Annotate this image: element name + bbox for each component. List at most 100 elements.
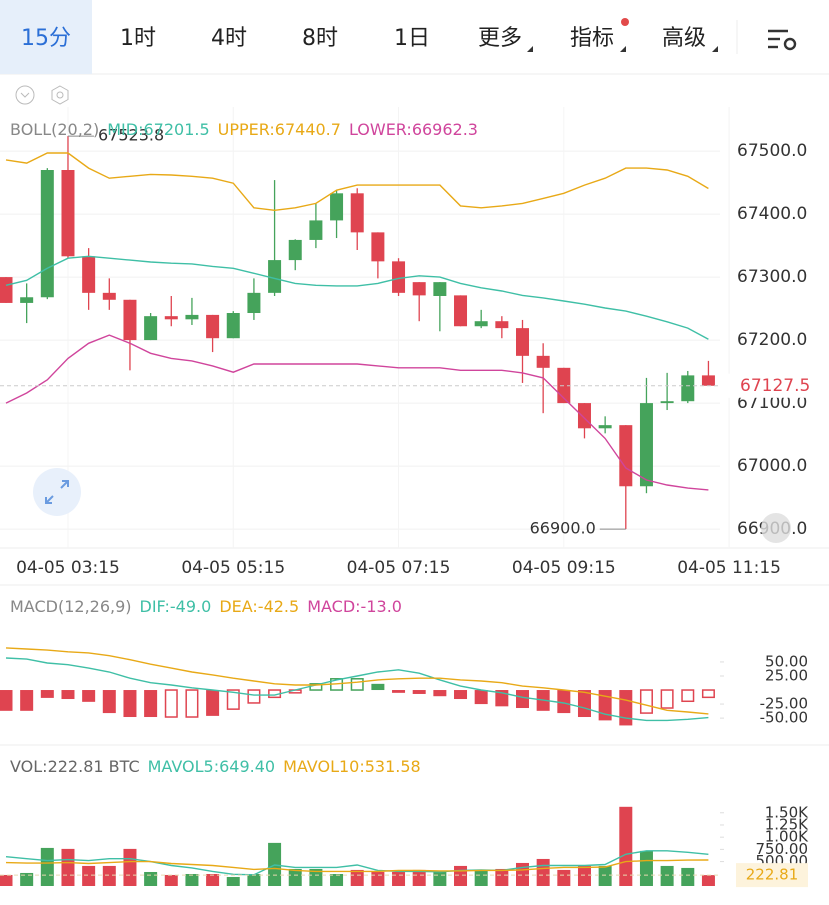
expand-button[interactable] — [33, 468, 81, 516]
candle-body — [516, 328, 529, 356]
chart-layer: 66900.0 67000.0 67100.0 67200.0 67300.0 67400… — [0, 107, 829, 888]
candle-body — [660, 401, 674, 404]
candle-body — [392, 261, 406, 293]
macd-bar — [185, 689, 199, 718]
toolbar: 15分 1时 4时 8时 1日 更多 指标 高级 — [0, 0, 829, 75]
volume-bar — [371, 871, 385, 886]
candle-body — [474, 321, 488, 327]
tab-label: 4时 — [211, 26, 247, 51]
macd-bar — [619, 690, 633, 726]
y-tick-label: 67400.0 — [737, 204, 807, 224]
macd-bar — [433, 690, 447, 697]
candle-body — [371, 232, 385, 262]
legend: BOLL(20,2) MID:67201.5 UPPER:67440.7 LOWER:… — [10, 120, 478, 139]
y-tick-label: 25.00 — [765, 666, 808, 684]
last-price-box — [728, 373, 829, 398]
volume-bar — [247, 873, 261, 886]
candle-body — [454, 295, 468, 327]
x-tick-label: 04-05 09:15 — [512, 558, 616, 578]
y-tick-label: 1.00K — [765, 828, 809, 846]
volume-bar — [577, 865, 591, 886]
indicator-settings-icon-core — [56, 91, 64, 99]
candle-body — [123, 299, 137, 341]
tab[interactable]: 4时 — [211, 26, 247, 51]
volume-bar — [516, 862, 529, 886]
candle-body — [102, 292, 116, 300]
tab-label: 1时 — [120, 26, 156, 51]
candle-body — [144, 316, 158, 341]
tab[interactable]: 更多 — [478, 26, 522, 51]
tab[interactable]: 1日 — [394, 26, 430, 51]
macd-bar — [82, 690, 96, 702]
tab[interactable]: 15分 — [0, 0, 92, 74]
y-tick-label: 67200.0 — [737, 330, 807, 350]
volume-bar — [350, 869, 364, 886]
macd-line — [5, 647, 709, 715]
macd-bar — [516, 690, 529, 709]
volume-bar — [226, 876, 240, 886]
candle-body — [433, 282, 447, 296]
legend-item: MACD:-13.0 — [307, 597, 402, 616]
macd-bar — [557, 690, 571, 714]
macd-bar — [701, 689, 715, 699]
candle-body — [164, 316, 178, 320]
candle-body — [330, 193, 344, 221]
y-tick-label: 67500.0 — [737, 141, 807, 161]
candle-body — [701, 375, 715, 386]
min-marker-label: 66900.0 — [530, 519, 596, 538]
volume-bar — [598, 865, 612, 886]
macd-bar — [226, 689, 240, 710]
tab[interactable]: 1时 — [120, 26, 156, 51]
volume-bar — [330, 873, 344, 886]
y-tick-label: 1.25K — [765, 815, 809, 833]
expand-glyph — [45, 480, 69, 504]
expand-bg — [33, 468, 81, 516]
legend-item: MID:67201.5 — [107, 120, 209, 139]
volume-bar — [433, 871, 447, 886]
macd-bar — [639, 689, 653, 714]
macd-bar — [412, 690, 426, 694]
collapse-icon-arrow — [20, 92, 30, 98]
volume-bar — [701, 875, 715, 886]
boll-line — [5, 255, 709, 340]
x-tick-label: 04-05 11:15 — [677, 558, 781, 578]
macd-bar — [0, 690, 13, 711]
volume-bar — [144, 871, 158, 886]
macd-bar — [206, 690, 220, 716]
chart-tools — [15, 85, 69, 105]
volume-bar — [639, 850, 653, 886]
candle-body — [61, 170, 75, 257]
candle-body — [536, 355, 550, 368]
y-tick-label: 1.50K — [765, 803, 809, 821]
macd-bar — [20, 690, 34, 711]
volume-bar — [102, 865, 116, 886]
y-tick-label: -50.00 — [760, 709, 808, 727]
tab-label: 8时 — [302, 26, 338, 51]
volume-bar — [557, 869, 571, 886]
macd-bar — [454, 690, 468, 700]
candle-body — [309, 220, 323, 240]
tab[interactable]: 指标 — [570, 26, 614, 51]
legend-item: LOWER:66962.3 — [349, 120, 478, 139]
tab-label: 指标 — [570, 26, 614, 51]
mavol-line — [5, 859, 709, 873]
volume-bar — [619, 806, 633, 886]
macd-bar — [371, 683, 385, 691]
legend: VOL:222.81 BTC MAVOL5:649.40 MAVOL10:531.5… — [10, 757, 421, 776]
tab[interactable]: 高级 — [662, 26, 706, 51]
candle-body — [577, 403, 591, 429]
collapse-icon[interactable] — [15, 85, 35, 105]
candle-body — [619, 425, 633, 487]
y-tick-label: 67300.0 — [737, 267, 807, 287]
tab[interactable]: 8时 — [302, 26, 338, 51]
macd-line — [5, 657, 709, 722]
dropdown-caret — [620, 46, 626, 52]
legend-item: DEA:-42.5 — [219, 597, 299, 616]
scroll-latest-button[interactable] — [761, 513, 791, 543]
settings-icon[interactable] — [768, 29, 797, 51]
macd-bar — [40, 690, 54, 698]
indicator-settings-icon[interactable] — [51, 85, 69, 105]
max-marker-label: 67523.8 — [98, 126, 164, 145]
